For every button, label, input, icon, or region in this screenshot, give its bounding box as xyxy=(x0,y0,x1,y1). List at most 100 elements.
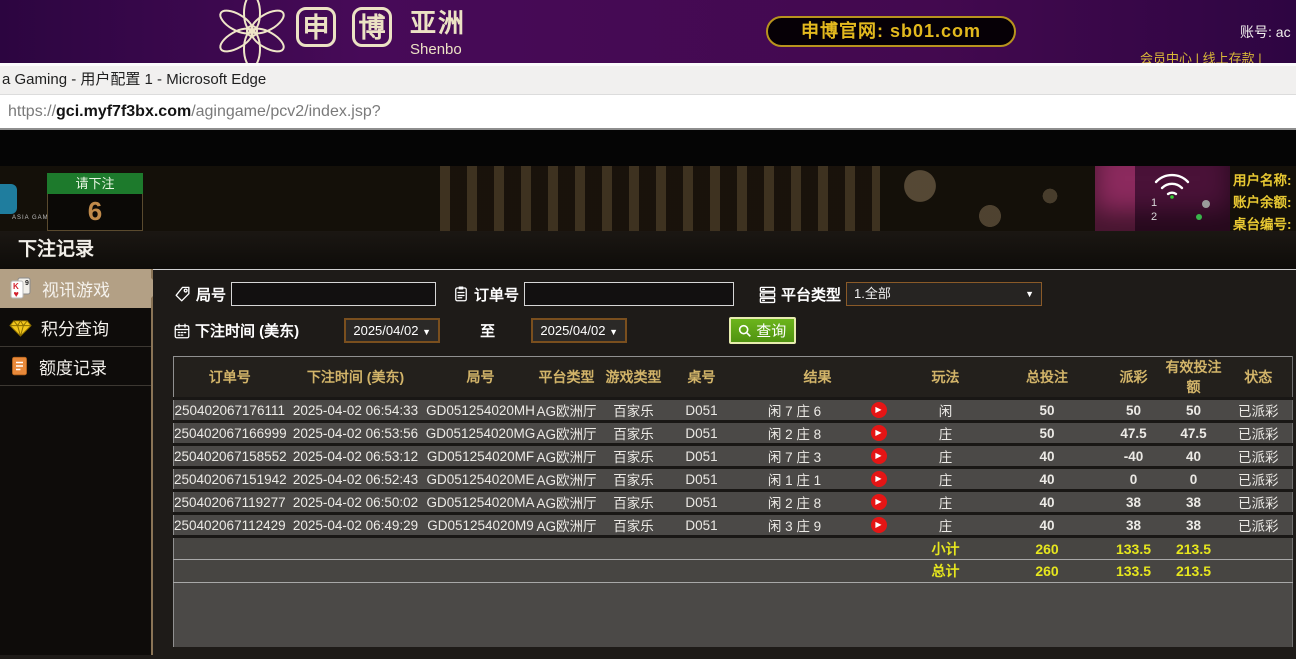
date-from-picker[interactable]: 2025/04/02 ▼ xyxy=(344,318,441,343)
page-title: 下注记录 xyxy=(0,231,1296,269)
cell-table-no: D051 xyxy=(669,490,734,515)
cell-round: GD051254020MH xyxy=(425,398,536,423)
logo-region-text: 亚洲 xyxy=(410,8,467,38)
col-header-order: 订单号 xyxy=(173,356,286,400)
cell-filler xyxy=(173,582,1293,647)
bet-time-filter-label: 下注时间 (美东) xyxy=(195,323,300,340)
chevron-down-icon: ▼ xyxy=(1025,289,1035,299)
countdown-value: 6 xyxy=(47,194,143,231)
sidebar-item-label: 积分查询 xyxy=(41,319,109,339)
col-header-payout: 派彩 xyxy=(1104,356,1163,400)
cell-time: 2025-04-02 06:53:12 xyxy=(285,444,426,469)
date-to-picker[interactable]: 2025/04/02 ▼ xyxy=(531,318,628,343)
col-header-time: 下注时间 (美东) xyxy=(285,356,426,400)
cell-replay: ▶ xyxy=(855,490,902,515)
cell-status: 已派彩 xyxy=(1224,513,1293,538)
cell-payout: 50 xyxy=(1104,398,1163,423)
table-row: 250402067158552 2025-04-02 06:53:12 GD0512… xyxy=(173,444,1293,469)
cell-order: 250402067158552 xyxy=(173,444,286,469)
cell-round: GD051254020MA xyxy=(425,490,536,515)
cell-round: GD051254020M9 xyxy=(425,513,536,538)
cell-sum-status xyxy=(1224,536,1293,560)
round-input[interactable] xyxy=(231,282,437,306)
cell-order: 250402067112429 xyxy=(173,513,286,538)
grand-total-row: 总计 260 133.5 213.5 xyxy=(173,559,1293,583)
cell-game: 百家乐 xyxy=(597,398,670,423)
sidebar-item-video-games[interactable]: 9 K ♥ 视讯游戏 xyxy=(0,269,161,308)
member-links[interactable]: 会员中心 | 线上存款 | xyxy=(1140,51,1262,63)
chevron-down-icon: ▼ xyxy=(422,327,431,337)
sidebar-item-label: 视讯游戏 xyxy=(42,280,110,300)
platform-select[interactable]: 1.全部 ▼ xyxy=(846,282,1043,306)
table-number-label: 桌台编号: xyxy=(1233,217,1292,231)
sidebar: 9 K ♥ 视讯游戏 积分查询 额度记录 xyxy=(0,269,161,655)
search-button[interactable]: 查询 xyxy=(729,317,797,344)
play-icon[interactable]: ▶ xyxy=(870,494,887,511)
to-label: 至 xyxy=(480,323,496,340)
cell-sum-payout: 133.5 xyxy=(1104,559,1163,583)
cell-total-bet: 50 xyxy=(989,398,1105,423)
col-header-table: 桌号 xyxy=(669,356,734,400)
cell-result: 闲 2 庄 8 xyxy=(733,421,856,446)
play-icon[interactable]: ▶ xyxy=(870,448,887,465)
platform-select-value: 1.全部 xyxy=(854,286,891,301)
url-path: /agingame/pcv2/index.jsp? xyxy=(191,103,381,120)
cell-replay: ▶ xyxy=(855,444,902,469)
table-row: 250402067151942 2025-04-02 06:52:43 GD0512… xyxy=(173,467,1293,492)
cell-replay: ▶ xyxy=(855,421,902,446)
cell-sum-total: 260 xyxy=(989,536,1105,560)
cell-round: GD051254020MF xyxy=(425,444,536,469)
cell-sum-total: 260 xyxy=(989,559,1105,583)
cell-play-type: 庄 xyxy=(901,467,990,492)
table-row: 250402067166999 2025-04-02 06:53:56 GD0512… xyxy=(173,421,1293,446)
cell-time: 2025-04-02 06:53:56 xyxy=(285,421,426,446)
cell-order: 250402067151942 xyxy=(173,467,286,492)
bet-prompt: 请下注 xyxy=(47,173,143,194)
records-table-head-row: 订单号 下注时间 (美东) 局号 平台类型 游戏类型 桌号 结果 玩法 总投注 … xyxy=(173,356,1293,400)
table-row: 250402067112429 2025-04-02 06:49:29 GD0512… xyxy=(173,513,1293,538)
play-icon[interactable]: ▶ xyxy=(870,471,887,488)
cell-platform: AG欧洲厅 xyxy=(535,513,598,538)
cell-status: 已派彩 xyxy=(1224,490,1293,515)
document-icon xyxy=(12,356,27,376)
svg-text:K: K xyxy=(13,282,19,291)
cell-table-no: D051 xyxy=(669,513,734,538)
sidebar-item-points-query[interactable]: 积分查询 xyxy=(0,308,151,347)
col-header-play: 玩法 xyxy=(901,356,990,400)
table-row: 250402067119277 2025-04-02 06:50:02 GD0512… xyxy=(173,490,1293,515)
chevron-down-icon: ▼ xyxy=(609,327,618,337)
cell-valid-bet: 38 xyxy=(1162,513,1225,538)
clipboard-icon xyxy=(455,286,467,302)
cell-game: 百家乐 xyxy=(597,513,670,538)
cell-result: 闲 7 庄 6 xyxy=(733,398,856,423)
content-panel: 局号 订单号 平台类型 1.全部 ▼ xyxy=(153,269,1296,655)
cell-platform: AG欧洲厅 xyxy=(535,467,598,492)
cell-payout: 38 xyxy=(1104,490,1163,515)
order-input[interactable] xyxy=(524,282,735,306)
col-header-valid: 有效投注额 xyxy=(1162,356,1225,400)
cell-total-bet: 50 xyxy=(989,421,1105,446)
official-site-pill[interactable]: 申博官网: sb01.com xyxy=(766,16,1016,47)
bet-countdown-box: 请下注 6 xyxy=(47,173,143,231)
cell-valid-bet: 50 xyxy=(1162,398,1225,423)
records-table-body: 250402067176111 2025-04-02 06:54:33 GD0512… xyxy=(173,398,1293,647)
col-header-platform: 平台类型 xyxy=(535,356,598,400)
search-button-label: 查询 xyxy=(756,323,787,340)
cell-platform: AG欧洲厅 xyxy=(535,444,598,469)
cell-sum-label: 小计 xyxy=(901,536,990,560)
cell-platform: AG欧洲厅 xyxy=(535,398,598,423)
play-icon[interactable]: ▶ xyxy=(870,517,887,534)
flower-icon xyxy=(219,0,285,63)
cell-sum-valid: 213.5 xyxy=(1162,559,1225,583)
svg-text:♥: ♥ xyxy=(14,289,19,299)
balance-label: 账户余额: xyxy=(1233,195,1292,210)
play-icon[interactable]: ▶ xyxy=(870,402,887,419)
address-bar[interactable]: https://gci.myf7f3bx.com/agingame/pcv2/i… xyxy=(0,94,1296,130)
col-header-round: 局号 xyxy=(425,356,536,400)
cell-sum-label: 总计 xyxy=(901,559,990,583)
table-row: 250402067176111 2025-04-02 06:54:33 GD0512… xyxy=(173,398,1293,423)
play-icon[interactable]: ▶ xyxy=(870,425,887,442)
records-table: 订单号 下注时间 (美东) 局号 平台类型 游戏类型 桌号 结果 玩法 总投注 … xyxy=(173,356,1293,647)
cell-payout: -40 xyxy=(1104,444,1163,469)
sidebar-item-credit-records[interactable]: 额度记录 xyxy=(0,347,151,386)
